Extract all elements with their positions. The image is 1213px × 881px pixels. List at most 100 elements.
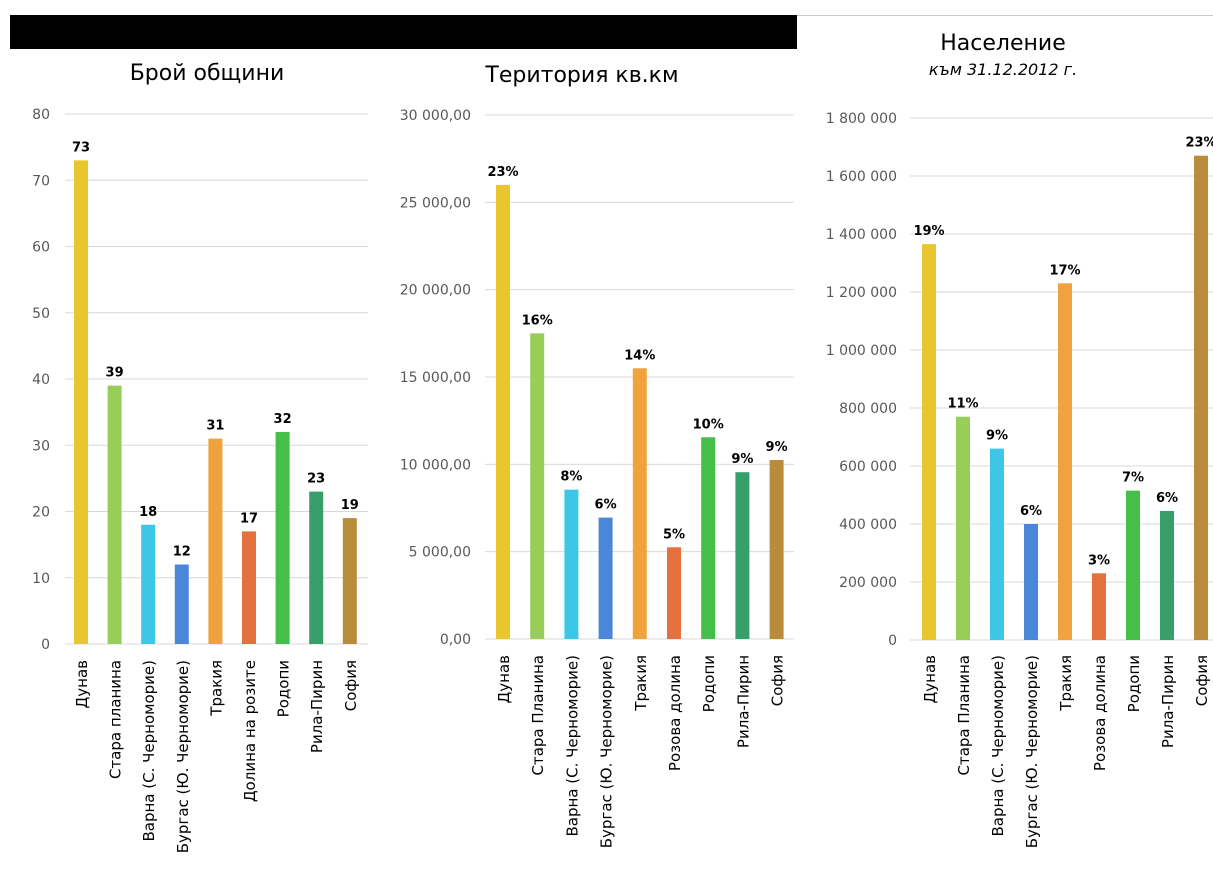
y-tick-label: 800 000 [839,401,897,417]
y-tick-label: 60 [32,240,50,256]
x-tick-label: Розова долина [1091,655,1109,771]
y-tick-label: 80 [32,107,50,123]
data-label: 12 [173,545,191,560]
y-tick-label: 1 600 000 [826,169,897,185]
x-tick-label: Стара Планина [955,655,973,776]
x-tick-label: Тракия [207,660,225,717]
x-tick-label: София [1193,655,1211,706]
x-tick-label: Варна (С. Черноморие) [563,655,581,837]
chart-population: Население към 31.12.2012 г. 0 200 000 400 … [826,31,1213,848]
data-label: 5% [663,527,685,542]
y-tick-label: 1 400 000 [826,227,897,243]
bar [141,524,156,644]
bar [956,416,970,640]
bar [1024,524,1038,640]
x-tick-label: Рила-Пирин [734,655,752,748]
x-tick-label: Бургас (Ю. Черноморие) [1023,655,1041,848]
y-tick-label: 200 000 [839,575,897,591]
x-tick-label: Стара Планина [529,655,547,776]
y-tick-label: 30 [32,438,50,454]
y-tick-label: 1 000 000 [826,343,897,359]
x-tick-label: Родопи [1125,655,1143,712]
y-tick-label: 25 000,00 [400,195,471,211]
bar [1194,155,1208,640]
data-label: 7% [1122,471,1144,486]
x-tick-label: Долина на розите [241,660,259,802]
x-tick-label: Розова долина [666,655,684,771]
bar [107,385,122,644]
chart-subtitle: към 31.12.2012 г. [929,60,1077,79]
y-tick-label: 70 [32,173,50,189]
data-label: 73 [72,140,90,155]
data-label: 39 [106,366,124,381]
data-label: 32 [274,412,292,427]
data-label: 11% [947,397,978,412]
x-tick-label: Стара планина [107,660,125,779]
data-label: 23% [487,165,518,180]
x-tick-label: Рила-Пирин [308,660,326,753]
data-label: 9% [731,452,753,467]
bar [1092,573,1106,640]
x-tick-label: Дунав [921,655,939,703]
bar [74,160,88,644]
y-tick-label: 15 000,00 [400,370,471,386]
chart-municipalities: Брой общини 0 10 20 30 40 50 60 70 80 73 Дунав 39 Ст… [32,61,368,853]
header-black-bar [10,15,797,49]
bar [174,564,189,644]
y-tick-label: 400 000 [839,517,897,533]
x-tick-label: София [769,655,787,706]
y-tick-label: 1 800 000 [826,111,897,127]
bar [1160,510,1174,640]
data-label: 6% [595,498,617,513]
y-tick-label: 10 000,00 [400,457,471,473]
data-label: 9% [766,440,788,455]
y-tick-label: 1 200 000 [826,285,897,301]
x-tick-label: Родопи [700,655,718,712]
bar [922,244,936,640]
data-label: 23 [307,472,325,487]
data-label: 17 [240,511,258,526]
y-tick-label: 40 [32,372,50,388]
data-label: 8% [560,470,582,485]
data-label: 17% [1049,263,1080,278]
data-label: 18 [139,505,157,520]
bar [1058,283,1072,640]
bar [701,437,716,639]
bar [1126,490,1140,640]
bar [496,184,510,639]
bar [309,491,324,644]
y-tick-label: 20 000,00 [400,283,471,299]
y-tick-label: 10 [32,571,50,587]
x-tick-label: Рила-Пирин [1159,655,1177,748]
data-label: 23% [1185,136,1213,151]
x-tick-label: Тракия [1057,655,1075,712]
bar [564,489,579,639]
data-label: 19 [341,498,359,513]
chart-title: Население [940,31,1065,56]
y-tick-label: 600 000 [839,459,897,475]
chart-title: Територия кв.км [484,63,678,88]
x-tick-label: Варна (С. Черноморие) [989,655,1007,837]
x-tick-label: Тракия [632,655,650,712]
y-tick-label: 30 000,00 [400,108,471,124]
chart-title: Брой общини [130,61,285,86]
data-label: 9% [986,429,1008,444]
y-tick-label: 5 000,00 [409,545,471,561]
bar [667,547,681,639]
y-tick-label: 0,00 [440,632,471,648]
bar [769,459,784,639]
bar [208,438,223,644]
data-label: 19% [913,224,944,239]
bar [342,518,357,644]
data-label: 3% [1088,553,1110,568]
data-label: 6% [1020,504,1042,519]
header-divider-line [797,15,1213,16]
x-tick-label: Дунав [495,655,513,703]
x-tick-label: Варна (С. Черноморие) [140,660,158,842]
x-tick-label: Бургас (Ю. Черноморие) [598,655,616,848]
data-label: 14% [624,348,655,363]
bar [598,517,613,639]
chart-territory: Територия кв.км 0,00 5 000,00 10 000,00 15 … [400,63,794,848]
bar [735,472,750,639]
